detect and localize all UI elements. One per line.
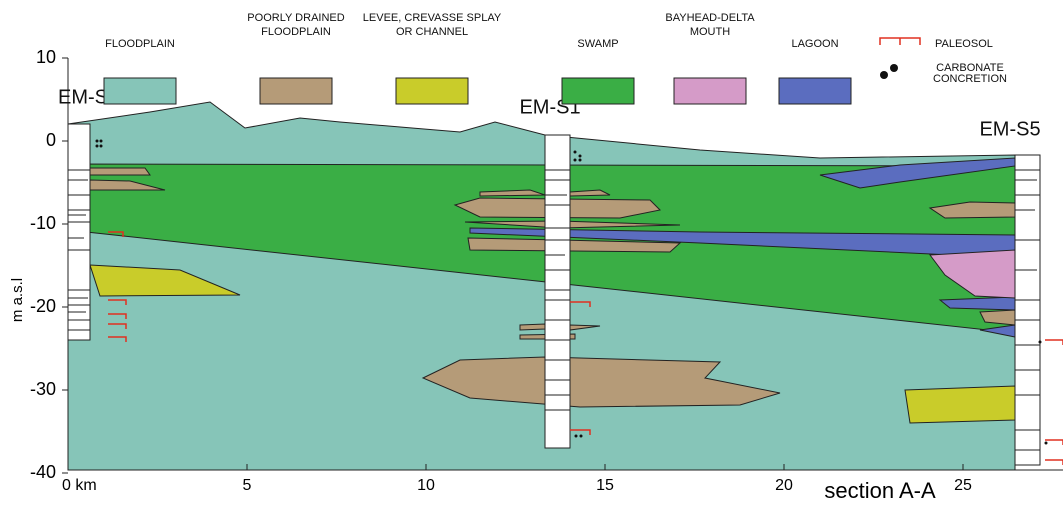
cross-section: PALEOSOL CARBONATE CONCRETION EM-S3 EM-S… xyxy=(0,0,1063,508)
page: PALEOSOL CARBONATE CONCRETION EM-S3 EM-S… xyxy=(0,0,1063,513)
legend-swatch xyxy=(396,78,468,104)
y-tick-label: -40 xyxy=(30,462,56,482)
legend-label: MOUTH xyxy=(690,26,730,38)
concretion-symbol xyxy=(890,64,898,72)
legend-label: LAGOON xyxy=(791,38,838,50)
well-label: EM-S5 xyxy=(979,118,1040,140)
y-tick-label: -30 xyxy=(30,379,56,399)
legend-label: OR CHANNEL xyxy=(396,26,468,38)
y-tick-label: 10 xyxy=(36,47,56,67)
y-axis-label: m a.s.l xyxy=(9,278,26,322)
legend-swatch xyxy=(674,78,746,104)
legend-label: FLOODPLAIN xyxy=(105,38,175,50)
x-tick-label: 20 xyxy=(775,477,793,494)
legend-swatch xyxy=(104,78,176,104)
x-tick-label: 0 km xyxy=(62,477,97,494)
x-tick-label: 10 xyxy=(417,477,435,494)
x-axis-label: section A-A xyxy=(824,478,936,503)
y-tick-label: -10 xyxy=(30,213,56,233)
paleosol-label: PALEOSOL xyxy=(935,38,993,50)
paleosol-symbol xyxy=(880,38,920,45)
legend-swatch xyxy=(779,78,851,104)
x-tick-label: 15 xyxy=(596,477,614,494)
legend-label: FLOODPLAIN xyxy=(261,26,331,38)
y-tick-label: 0 xyxy=(46,130,56,150)
x-tick-label: 25 xyxy=(954,477,972,494)
y-tick-label: -20 xyxy=(30,296,56,316)
legend-label: SWAMP xyxy=(577,38,618,50)
legend-label: BAYHEAD-DELTA xyxy=(665,12,755,24)
legend-label: POORLY DRAINED xyxy=(247,12,344,24)
x-tick-label: 5 xyxy=(243,477,252,494)
concretion-label: CONCRETION xyxy=(933,73,1007,85)
concretion-symbol xyxy=(880,71,888,79)
legend-label: LEVEE, CREVASSE SPLAY xyxy=(363,12,502,24)
legend-swatch xyxy=(562,78,634,104)
legend-swatch xyxy=(260,78,332,104)
